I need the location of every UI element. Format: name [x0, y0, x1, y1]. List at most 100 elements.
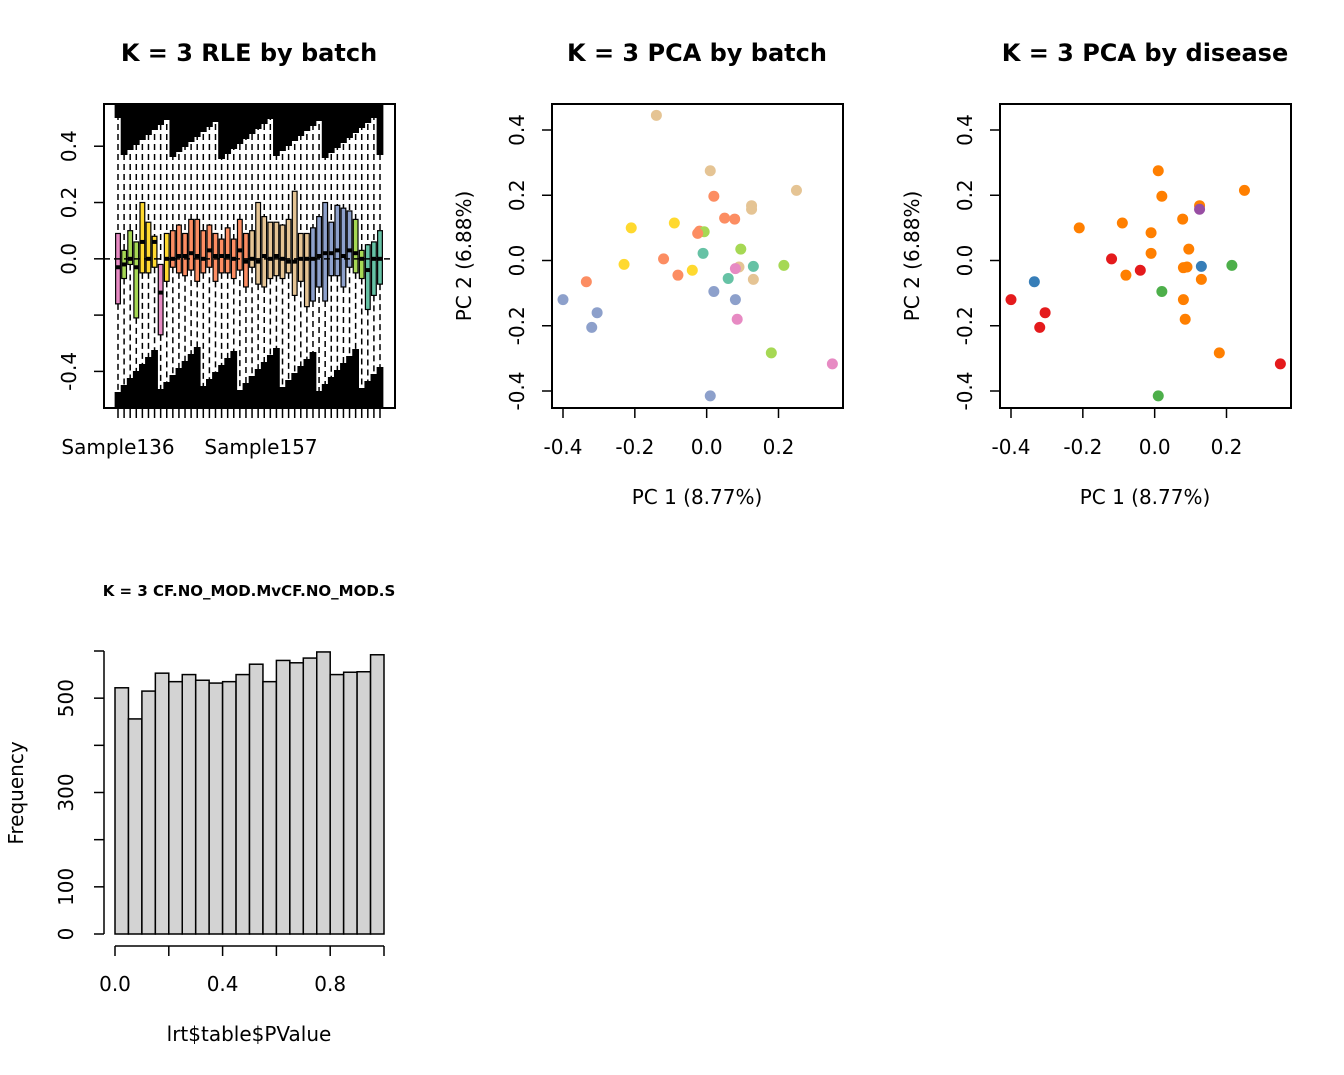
pca-disease-point	[1226, 259, 1238, 271]
pca-batch-y-tick-label: -0.2	[505, 306, 529, 345]
pca-batch-point	[826, 358, 838, 370]
rle-outliers-lower	[273, 348, 280, 408]
hist-bar	[289, 662, 305, 935]
pca-batch-point	[708, 285, 720, 297]
pca-batch-point	[729, 263, 741, 275]
rle-box	[303, 232, 310, 308]
rle-box	[364, 244, 371, 311]
pca-disease-y-tick-label: 0.4	[953, 114, 977, 146]
rle-box	[370, 241, 377, 297]
rle-box	[194, 218, 201, 282]
hist-bar	[181, 673, 197, 935]
pca-batch-point	[719, 212, 731, 224]
rle-box	[340, 207, 347, 288]
rle-outliers-lower	[333, 370, 341, 408]
hist-bar	[356, 671, 372, 935]
pca-batch-point	[686, 264, 698, 276]
rle-outliers-upper	[163, 104, 171, 120]
hist-y-tick-label: 100	[54, 868, 78, 906]
rle-outliers-lower	[206, 379, 213, 408]
hist-bar	[114, 687, 130, 935]
rle-outliers-lower	[370, 374, 378, 408]
rle-outliers-lower	[193, 347, 201, 408]
rle-box	[285, 218, 292, 274]
rle-box	[236, 218, 243, 271]
pca-disease-point	[1238, 184, 1250, 196]
pca-batch-xlabel: PC 1 (8.77%)	[632, 485, 763, 509]
rle-outliers-upper	[285, 104, 292, 146]
rle-outliers-upper	[291, 104, 299, 141]
hist-bar	[168, 680, 184, 935]
hist-bar	[329, 673, 345, 935]
hist-marks	[114, 651, 385, 935]
rle-outliers-lower	[309, 352, 317, 408]
pca-disease-point	[1195, 273, 1207, 285]
hist-x-tick-label: 0.4	[207, 972, 239, 996]
pca-batch-title: K = 3 PCA by batch	[567, 39, 827, 67]
rle-outliers-upper	[218, 104, 225, 159]
pca-batch-point	[729, 213, 741, 225]
pca-disease-marks	[1005, 165, 1286, 402]
rle-outliers-upper	[254, 104, 262, 129]
hist-x-tick-label: 0.0	[99, 972, 131, 996]
rle-outliers-lower	[163, 382, 171, 408]
pca-disease-point	[1073, 222, 1085, 234]
pca-disease-ylabel: PC 2 (6.88%)	[900, 191, 924, 322]
pca-batch-point	[658, 253, 670, 265]
pca-disease-y-tick-label: 0.0	[953, 245, 977, 277]
rle-outliers-lower	[327, 377, 335, 408]
pca-disease-point	[1145, 247, 1157, 259]
rle-outliers-lower	[145, 357, 152, 408]
rle-box	[224, 227, 231, 274]
rle-outliers-lower	[224, 358, 232, 408]
rle-outliers-upper	[297, 104, 305, 136]
rle-outliers-lower	[212, 372, 219, 408]
rle-outliers-lower	[169, 375, 177, 408]
rle-outliers-lower	[254, 369, 262, 408]
rle-box	[316, 215, 323, 288]
rle-outliers-upper	[260, 104, 268, 124]
hist-axes: 0.0 0.4 0.8 0 100 300 500	[54, 650, 385, 996]
pca-disease-point	[1177, 213, 1189, 225]
pca-batch-point	[708, 190, 720, 202]
rle-outliers-lower	[285, 380, 292, 408]
pca-disease-xlabel: PC 1 (8.77%)	[1080, 485, 1211, 509]
hist-y-tick-label: 0	[54, 928, 78, 941]
pca-disease-point	[1156, 285, 1168, 297]
pca-batch-axes: -0.4 -0.2 0.0 0.2 -0.4 -0.2 0.0 0.2 0.4	[505, 114, 794, 459]
rle-outliers-lower	[138, 364, 146, 408]
rle-outliers-lower	[279, 387, 286, 408]
rle-title: K = 3 RLE by batch	[121, 39, 377, 67]
rle-outliers-upper	[352, 104, 360, 133]
rle-outliers-upper	[309, 104, 317, 126]
pca-disease-axes: -0.4 -0.2 0.0 0.2 -0.4 -0.2 0.0 0.2 0.4	[953, 114, 1242, 459]
pca-disease-point	[1179, 313, 1191, 325]
pca-disease-x-tick-label: 0.2	[1211, 435, 1243, 459]
pca-disease-x-tick-label: -0.4	[991, 435, 1030, 459]
rle-box	[310, 227, 316, 302]
rle-outliers-lower	[157, 389, 165, 408]
rle-outliers-upper	[212, 104, 219, 122]
rle-outliers-upper	[364, 104, 372, 123]
rle-outliers-upper	[181, 104, 189, 147]
pca-disease-point	[1195, 260, 1207, 272]
pca-disease-point	[1145, 227, 1157, 239]
rle-axes: -0.4 0.0 0.2 0.4 Sample136 Sample157	[57, 130, 381, 459]
rle-outliers-upper	[370, 104, 378, 118]
rle-box	[133, 241, 140, 319]
pca-batch-y-tick-label: 0.4	[505, 114, 529, 146]
rle-outliers-lower	[230, 351, 238, 408]
rle-outliers-lower	[120, 385, 128, 408]
rle-outliers-upper	[266, 104, 274, 119]
pca-batch-point	[591, 307, 603, 319]
rle-outliers-upper	[175, 104, 183, 152]
hist-bar	[342, 671, 358, 935]
hist-y-tick-label: 500	[54, 679, 78, 717]
rle-outliers-upper	[376, 104, 384, 155]
rle-outliers-lower	[236, 390, 244, 408]
rle-box	[334, 204, 341, 277]
hist-bar	[302, 657, 318, 935]
rle-outliers-upper	[120, 104, 128, 155]
rle-outliers-upper	[193, 104, 201, 137]
